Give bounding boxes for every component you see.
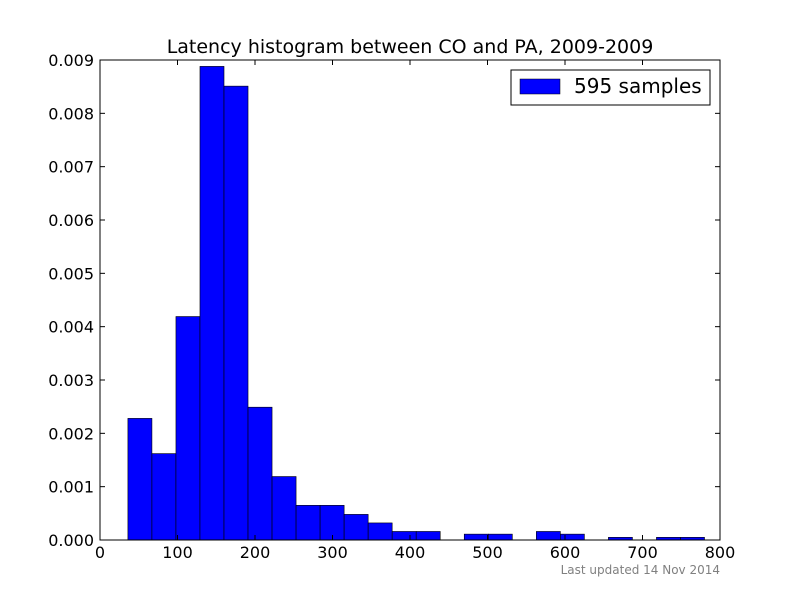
histogram-bar — [343, 514, 369, 541]
y-tick-label: 0.002 — [48, 424, 94, 443]
ticks-group: 0 100 200 300 400 500 600 700 800 0.000 0.001 0.002… — [48, 51, 735, 562]
y-tick-label: 0.003 — [48, 371, 94, 390]
x-tick-label: 200 — [240, 543, 271, 562]
last-updated-text: Last updated 14 Nov 2014 — [561, 563, 720, 577]
legend-swatch — [519, 78, 561, 95]
histogram-bar — [367, 522, 393, 541]
x-tick-label: 700 — [627, 543, 658, 562]
histogram-bar — [247, 406, 273, 541]
x-tick-label: 400 — [395, 543, 426, 562]
x-tick-label: 0 — [95, 543, 105, 562]
y-tick-label: 0.006 — [48, 211, 94, 230]
x-tick-label: 100 — [162, 543, 193, 562]
histogram-bar — [295, 505, 321, 541]
histogram-bar — [415, 531, 441, 541]
histogram-bar — [487, 533, 513, 541]
histogram-bar — [223, 85, 249, 541]
y-tick-label: 0.005 — [48, 264, 94, 283]
bars-group — [127, 66, 705, 541]
histogram-bar — [536, 531, 561, 541]
histogram-bar — [463, 533, 489, 541]
legend: 595 samples — [510, 69, 711, 106]
x-tick-label: 500 — [472, 543, 503, 562]
y-tick-label: 0.009 — [48, 51, 94, 70]
histogram-bar — [151, 453, 177, 541]
y-tick-label: 0.000 — [48, 531, 94, 550]
histogram-bar — [271, 476, 297, 541]
y-tick-label: 0.001 — [48, 478, 94, 497]
histogram-bar — [127, 418, 153, 541]
y-tick-label: 0.004 — [48, 318, 94, 337]
histogram-bar — [560, 533, 585, 541]
y-tick-label: 0.007 — [48, 158, 94, 177]
x-tick-label: 600 — [550, 543, 581, 562]
histogram-bar — [391, 531, 417, 541]
histogram-bar — [319, 505, 345, 541]
x-tick-label: 800 — [705, 543, 736, 562]
x-tick-label: 300 — [317, 543, 348, 562]
histogram-bar — [199, 66, 225, 541]
legend-label: 595 samples — [574, 74, 702, 98]
chart-title: Latency histogram between CO and PA, 200… — [167, 36, 654, 58]
y-tick-label: 0.008 — [48, 104, 94, 123]
histogram-bar — [175, 316, 201, 541]
